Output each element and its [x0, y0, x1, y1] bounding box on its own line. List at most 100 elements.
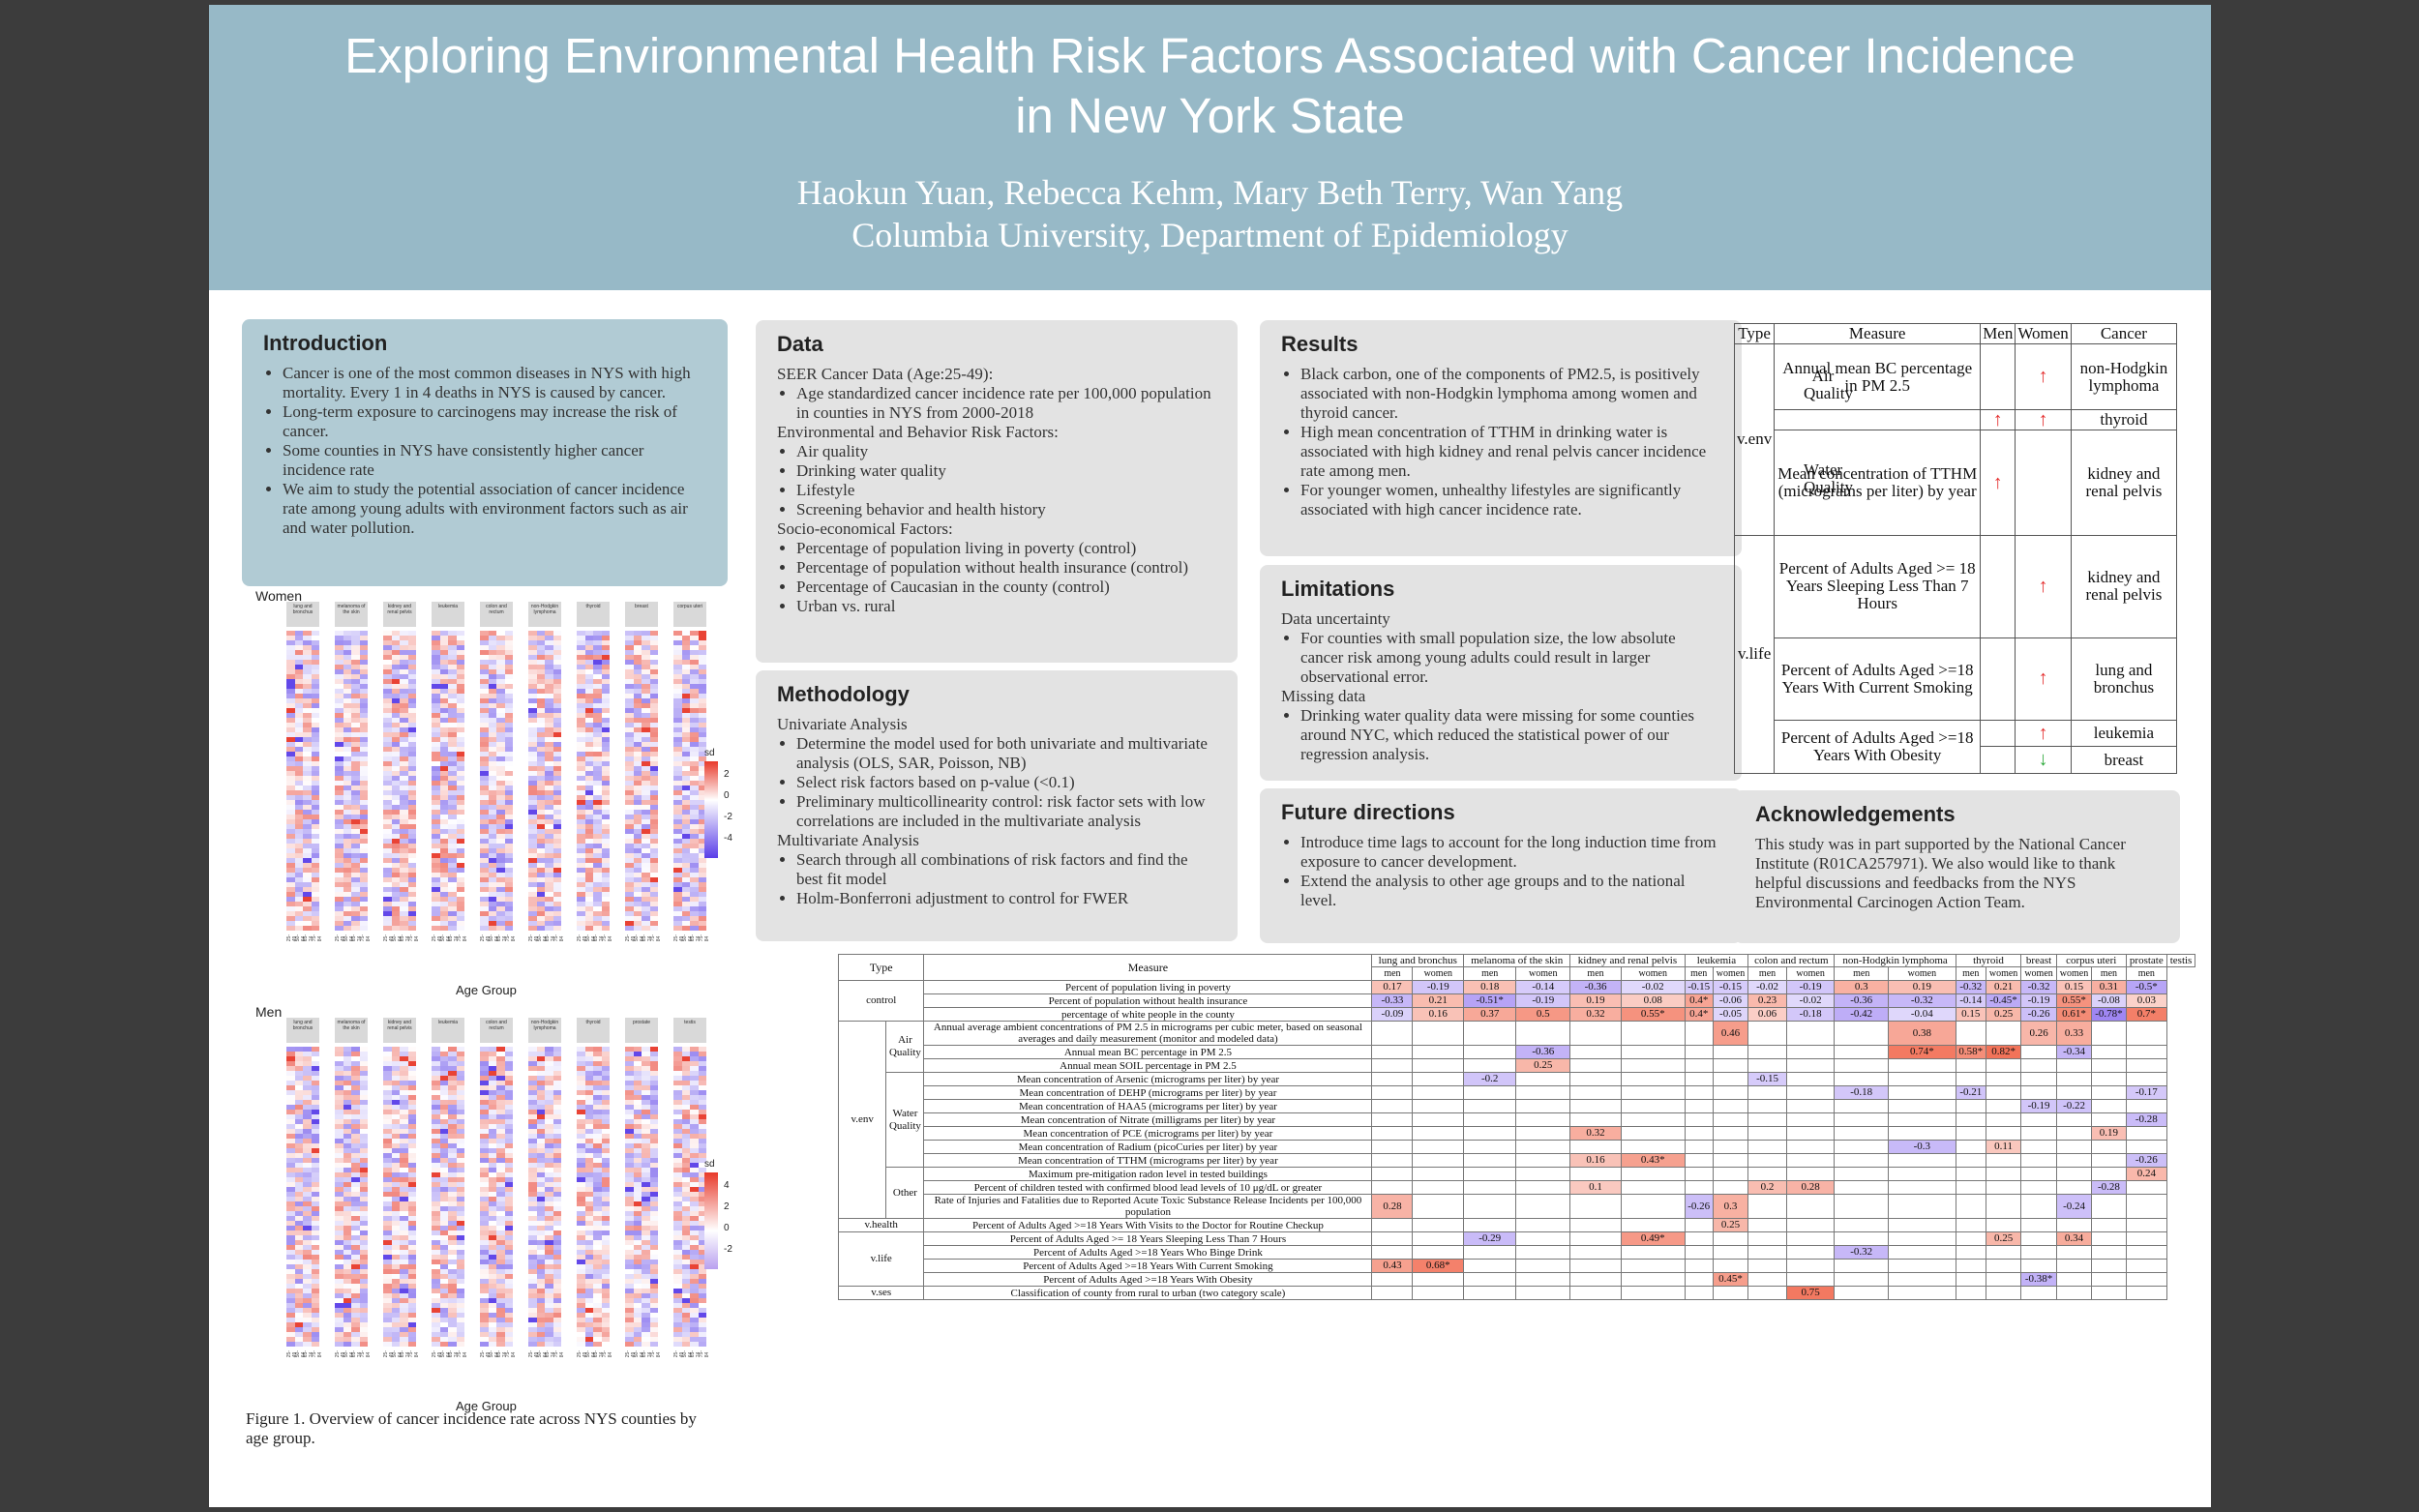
- introduction-heading: Introduction: [263, 331, 388, 355]
- heatmap-cell: [545, 795, 553, 800]
- table-row: control Percent of population living in p…: [837, 980, 2195, 1022]
- heatmap-cell: [432, 718, 440, 723]
- heatmap-cell: [391, 655, 400, 660]
- heatmap-cell: [496, 645, 505, 650]
- table-value-cell: 0.25: [1985, 1007, 2022, 1022]
- heatmap-cell: [432, 640, 440, 645]
- heatmap-cell: [400, 674, 408, 679]
- heatmap-cell: [286, 645, 295, 650]
- data-socio-item: Percentage of Caucasian in the county (c…: [796, 578, 1216, 597]
- heatmap-cell: [504, 926, 513, 931]
- table-cancer-header: leukemia: [1684, 954, 1749, 967]
- heatmap-cell: [584, 655, 593, 660]
- table-row: Mean concentration of HAA5 (micrograms p…: [839, 1099, 2195, 1113]
- table-value-cell: 0.18: [1463, 980, 1517, 994]
- heatmap-cell: [351, 853, 360, 858]
- heatmap-cell: [552, 723, 561, 727]
- heatmap-cell: [536, 713, 545, 718]
- heatmap-cell: [448, 698, 457, 703]
- heatmap-cell: [528, 829, 537, 834]
- table-value-cell: [1412, 1126, 1465, 1141]
- heatmap-cell: [480, 892, 489, 897]
- table-value-cell: [1569, 1058, 1622, 1073]
- heatmap-cell: [625, 926, 634, 931]
- table-value-cell: [1955, 1140, 1986, 1154]
- heatmap-cell: [335, 708, 343, 713]
- legend-gradient: [704, 761, 718, 858]
- heatmap-cell: [456, 897, 464, 902]
- heatmap-cell: [488, 713, 496, 718]
- heatmap-cell: [577, 694, 585, 698]
- heatmap-cell: [335, 761, 343, 766]
- heatmap-cell: [488, 882, 496, 887]
- heatmap-cell: [286, 844, 295, 848]
- heatmap-cell: [528, 902, 537, 906]
- heatmap-cell: [593, 834, 602, 839]
- heatmap-cell: [311, 713, 319, 718]
- heatmap-cell: [407, 665, 416, 669]
- heatmap-cell: [343, 766, 351, 771]
- heatmap-cell: [359, 926, 368, 931]
- summary-men: [1980, 343, 2016, 411]
- heatmap-cell: [432, 800, 440, 805]
- table-value-cell: [1620, 1072, 1686, 1086]
- heatmap-cell: [536, 723, 545, 727]
- heatmap-cell: [584, 887, 593, 892]
- heatmap-cell: [577, 844, 585, 848]
- heatmap-cell: [488, 747, 496, 752]
- heatmap-cell: [528, 640, 537, 645]
- heatmap-cell: [584, 810, 593, 815]
- results-table-body: control Percent of population living in p…: [837, 980, 2195, 1300]
- heatmap-cell: [383, 650, 392, 655]
- heatmap-cell: [303, 747, 312, 752]
- heatmap-cell: [407, 873, 416, 877]
- heatmap-cell: [456, 916, 464, 921]
- heatmap-cell: [351, 882, 360, 887]
- heatmap-cell: [294, 742, 303, 747]
- heatmap-cell: [448, 723, 457, 727]
- heatmap-cell: [294, 887, 303, 892]
- heatmap-cell: [400, 669, 408, 674]
- heatmap-cell: [294, 650, 303, 655]
- heatmap-cell: [439, 887, 448, 892]
- table-value-cell: [1684, 1021, 1714, 1046]
- heatmap-cell: [577, 800, 585, 805]
- heatmap-cell: [584, 650, 593, 655]
- heatmap-cell: [528, 911, 537, 916]
- heatmap-cell: [400, 631, 408, 636]
- heatmap-cell: [335, 766, 343, 771]
- heatmap-cell: [488, 906, 496, 911]
- heatmap-cell: [359, 902, 368, 906]
- heatmap-cell: [335, 800, 343, 805]
- heatmap-cell: [383, 727, 392, 732]
- heatmap-cell: [528, 761, 537, 766]
- heatmap-cell: [577, 1342, 585, 1347]
- heatmap-cell: [528, 863, 537, 868]
- heatmap-cell: [407, 921, 416, 926]
- heatmap-cell: [303, 887, 312, 892]
- heatmap-cell: [303, 761, 312, 766]
- heatmap-cell: [303, 805, 312, 810]
- heatmap-cell: [480, 650, 489, 655]
- heatmap-cell: [528, 718, 537, 723]
- heatmap-cell: [383, 737, 392, 742]
- heatmap-cell: [488, 761, 496, 766]
- table-value-cell: 0.11: [1985, 1140, 2022, 1154]
- table-value-cell: [1785, 1072, 1836, 1086]
- heatmap-x-tick: 75-84: [698, 1350, 710, 1358]
- heatmap-cell: [351, 795, 360, 800]
- heatmap-cell: [504, 655, 513, 660]
- table-value-cell: [1888, 1058, 1956, 1073]
- heatmap-cell: [383, 926, 392, 931]
- heatmap-cell: [294, 655, 303, 660]
- heatmap-cell: [528, 815, 537, 819]
- summary-header: Women: [2015, 322, 2072, 345]
- heatmap-cell: [335, 810, 343, 815]
- heatmap-x-tick: 75-84: [698, 934, 710, 942]
- heatmap-column: corpus uteri 25-49 50-64 65-74 75-84: [673, 602, 710, 941]
- heatmap-cell: [286, 906, 295, 911]
- heatmap-column: leukemia 25-49 50-64 65-74 75-84: [432, 1018, 468, 1357]
- heatmap-cell: [432, 868, 440, 873]
- table-value-cell: 0.55*: [1620, 1007, 1686, 1022]
- heatmap-cell: [593, 776, 602, 781]
